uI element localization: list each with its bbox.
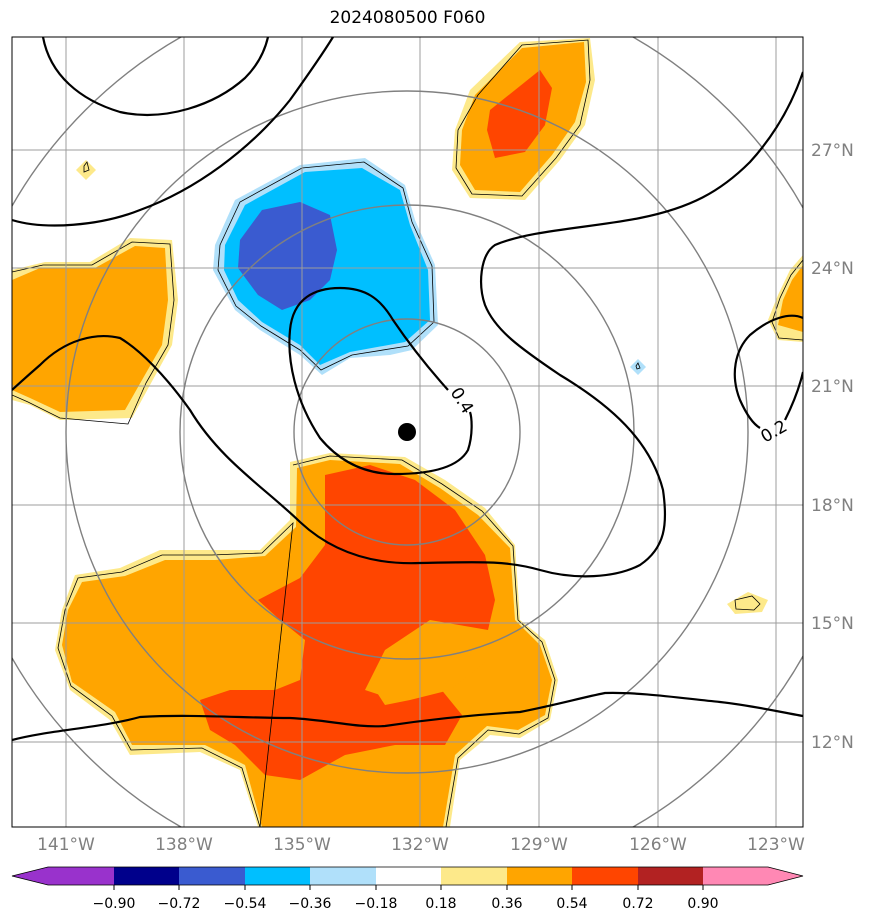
contour-label-0.4: 0.4	[446, 384, 477, 418]
lon-tick-138: 138°W	[155, 835, 213, 855]
lat-tick-21: 21°N	[811, 377, 854, 397]
colorbar-extend-high	[768, 867, 803, 885]
contour-top-right	[12, 71, 803, 578]
lon-tick-132: 132°W	[391, 835, 449, 855]
range-ring-1	[293, 318, 521, 546]
lat-tick-24: 24°N	[811, 259, 854, 279]
positive-anomaly-west-core	[12, 246, 168, 412]
range-ring-2	[179, 204, 635, 660]
colorbar-segment-5	[376, 867, 441, 885]
thin-contours	[12, 39, 803, 827]
colorbar-segment-7	[507, 867, 572, 885]
contour-label-0.2: 0.2	[758, 416, 791, 447]
lat-tick-labels: 27°N 24°N 21°N 18°N 15°N 12°N	[811, 141, 854, 753]
cb-label-7: 0.54	[556, 896, 587, 912]
negative-anomaly-central-peak	[238, 202, 337, 310]
colorbar-segment-9	[638, 867, 703, 885]
lat-tick-18: 18°N	[811, 496, 854, 516]
cb-label-0: −0.90	[93, 896, 136, 912]
colorbar-segment-1	[114, 867, 179, 885]
positive-spot-northwest	[76, 160, 96, 180]
colorbar-extend-low	[12, 867, 48, 885]
colorbar-segment-2	[179, 867, 245, 885]
cb-label-6: 0.36	[491, 896, 522, 912]
outline-south	[57, 455, 556, 827]
cb-label-5: 0.18	[425, 896, 456, 912]
map-frame	[11, 36, 804, 828]
outline-spot-blue	[635, 362, 641, 370]
lat-tick-15: 15°N	[811, 614, 854, 634]
lat-tick-12: 12°N	[811, 733, 854, 753]
colorbar-segment-0	[48, 867, 114, 885]
contour-inner-0.4	[288, 286, 473, 476]
range-ring-3	[65, 90, 749, 774]
contour-label-group: 0.4 0.2	[446, 384, 791, 447]
colorbar: −0.90 −0.72 −0.54 −0.36 −0.18 0.18 0.36 …	[11, 866, 804, 912]
lon-tick-135: 135°W	[273, 835, 331, 855]
colorbar-ticks	[113, 885, 704, 890]
outline-spot-east	[734, 595, 761, 611]
cb-label-3: −0.36	[289, 896, 332, 912]
map-area: 0.4 0.2	[12, 37, 803, 827]
colorbar-labels: −0.90 −0.72 −0.54 −0.36 −0.18 0.18 0.36 …	[93, 896, 719, 912]
lon-tick-141: 141°W	[37, 835, 95, 855]
lon-tick-123: 123°W	[747, 835, 805, 855]
cb-label-8: 0.72	[622, 896, 653, 912]
colorbar-segment-3	[245, 867, 310, 885]
lat-tick-27: 27°N	[811, 141, 854, 161]
colorbar-segment-4	[310, 867, 376, 885]
colorbar-outline	[11, 866, 804, 886]
outline-blue	[217, 161, 435, 371]
lon-tick-126: 126°W	[629, 835, 687, 855]
lon-tick-129: 129°W	[510, 835, 568, 855]
cb-label-2: −0.54	[224, 896, 267, 912]
cb-label-4: −0.18	[355, 896, 398, 912]
cb-label-9: 0.90	[687, 896, 718, 912]
positive-spot-east	[727, 592, 768, 614]
range-rings	[12, 37, 803, 827]
colorbar-segment-10	[703, 867, 768, 885]
colorbar-segment-6	[441, 867, 507, 885]
outline-spot-nw	[83, 161, 90, 173]
colorbar-segment-8	[572, 867, 638, 885]
outline-west	[12, 241, 175, 425]
contour-east-0.2	[733, 314, 803, 429]
storm-center-marker	[398, 423, 416, 441]
cb-label-1: −0.72	[158, 896, 201, 912]
contour-top-left	[41, 37, 270, 116]
thick-contours	[12, 37, 803, 742]
contour-bottom	[12, 691, 803, 742]
contour-top-arc	[12, 37, 334, 227]
positive-anomaly-north-peak	[487, 70, 552, 158]
lon-tick-labels: 141°W 138°W 135°W 132°W 129°W 126°W 123°…	[37, 835, 805, 855]
outline-north	[455, 39, 591, 197]
positive-anomaly-south-hole	[372, 628, 488, 705]
negative-spot-east	[630, 359, 646, 375]
map-title: 2024080500 F060	[329, 8, 486, 28]
